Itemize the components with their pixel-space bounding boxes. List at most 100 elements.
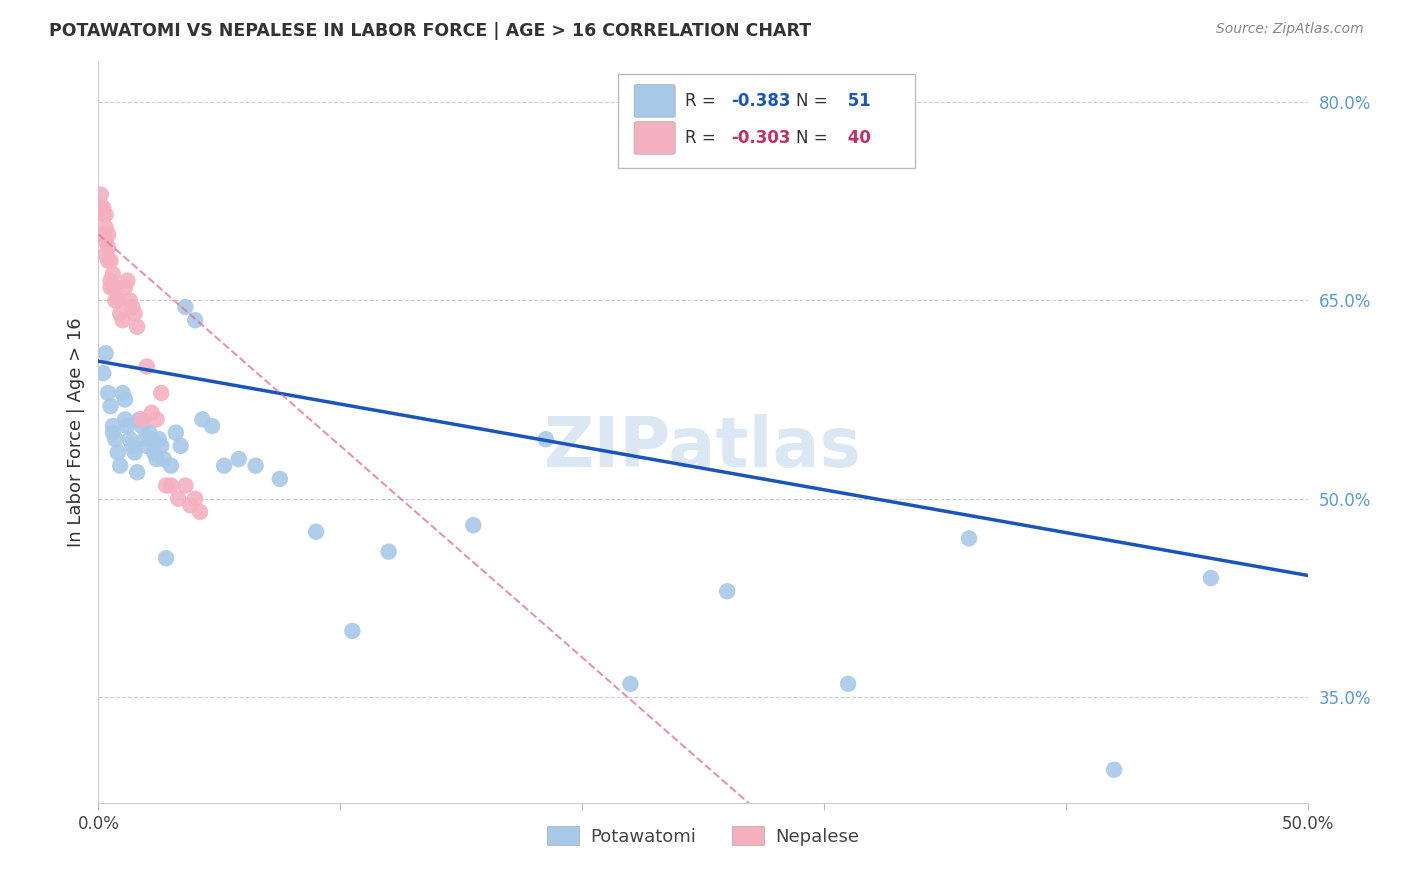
Text: 40: 40 <box>842 129 870 147</box>
Point <box>245 458 267 473</box>
Point <box>167 491 190 506</box>
Point <box>107 445 129 459</box>
Point <box>121 439 143 453</box>
Point <box>111 313 134 327</box>
Text: R =: R = <box>685 92 721 110</box>
Point <box>837 677 859 691</box>
Point <box>100 399 122 413</box>
Point <box>91 227 114 242</box>
Point <box>124 307 146 321</box>
Point <box>145 452 167 467</box>
Text: ZIPatlas: ZIPatlas <box>544 414 862 481</box>
Point <box>94 247 117 261</box>
Point <box>212 458 235 473</box>
Point <box>97 240 120 255</box>
Point <box>155 478 177 492</box>
Point <box>118 293 141 308</box>
Text: R =: R = <box>685 129 721 147</box>
Point <box>101 280 124 294</box>
Point <box>165 425 187 440</box>
Point <box>127 465 149 479</box>
Point <box>716 584 738 599</box>
Point <box>619 677 641 691</box>
Point <box>269 472 291 486</box>
Point <box>111 386 134 401</box>
Point <box>228 452 250 467</box>
Point <box>100 274 122 288</box>
Point <box>117 419 139 434</box>
Point <box>101 419 124 434</box>
Point <box>174 478 197 492</box>
Point <box>342 624 364 638</box>
Point <box>957 532 980 546</box>
Point <box>100 280 122 294</box>
Point <box>191 412 214 426</box>
Point <box>160 458 183 473</box>
Point <box>121 300 143 314</box>
Text: 51: 51 <box>842 92 870 110</box>
Point <box>90 201 112 215</box>
Point <box>141 432 163 446</box>
Point <box>184 491 207 506</box>
Point <box>463 518 485 533</box>
FancyBboxPatch shape <box>634 121 675 154</box>
Point <box>90 187 112 202</box>
Text: -0.383: -0.383 <box>731 92 790 110</box>
Point <box>97 253 120 268</box>
Text: POTAWATOMI VS NEPALESE IN LABOR FORCE | AGE > 16 CORRELATION CHART: POTAWATOMI VS NEPALESE IN LABOR FORCE | … <box>49 22 811 40</box>
Text: N =: N = <box>796 92 832 110</box>
Point <box>1199 571 1222 585</box>
Point <box>117 274 139 288</box>
Point <box>534 432 557 446</box>
Point <box>97 227 120 242</box>
Point <box>94 346 117 360</box>
Text: N =: N = <box>796 129 832 147</box>
Point <box>114 280 136 294</box>
Point <box>91 366 114 380</box>
Point <box>179 499 201 513</box>
Point <box>131 412 153 426</box>
Point <box>169 439 191 453</box>
Point <box>201 419 224 434</box>
Point <box>97 386 120 401</box>
Point <box>160 478 183 492</box>
Point <box>124 445 146 459</box>
Point <box>108 458 131 473</box>
Point <box>143 445 166 459</box>
Point <box>155 551 177 566</box>
Point <box>174 300 197 314</box>
Y-axis label: In Labor Force | Age > 16: In Labor Force | Age > 16 <box>66 318 84 548</box>
Point <box>1102 763 1125 777</box>
Point <box>101 425 124 440</box>
Point <box>104 293 127 308</box>
Point <box>104 432 127 446</box>
Point <box>150 386 173 401</box>
Text: -0.303: -0.303 <box>731 129 790 147</box>
Point <box>100 253 122 268</box>
Point <box>128 412 150 426</box>
Point <box>108 307 131 321</box>
Point <box>305 524 328 539</box>
Point <box>107 293 129 308</box>
Point <box>377 544 399 558</box>
Legend: Potawatomi, Nepalese: Potawatomi, Nepalese <box>540 819 866 853</box>
Point <box>184 313 207 327</box>
Point <box>134 432 156 446</box>
Point <box>91 207 114 221</box>
Point <box>101 267 124 281</box>
Point <box>91 201 114 215</box>
Point <box>135 439 157 453</box>
Point <box>150 439 173 453</box>
Point <box>114 392 136 407</box>
Point <box>135 359 157 374</box>
Point <box>141 406 163 420</box>
Point <box>118 432 141 446</box>
Point <box>94 220 117 235</box>
Point <box>114 412 136 426</box>
Point <box>131 419 153 434</box>
Point <box>148 432 170 446</box>
Point <box>152 452 174 467</box>
FancyBboxPatch shape <box>619 73 915 169</box>
Text: Source: ZipAtlas.com: Source: ZipAtlas.com <box>1216 22 1364 37</box>
FancyBboxPatch shape <box>634 85 675 117</box>
